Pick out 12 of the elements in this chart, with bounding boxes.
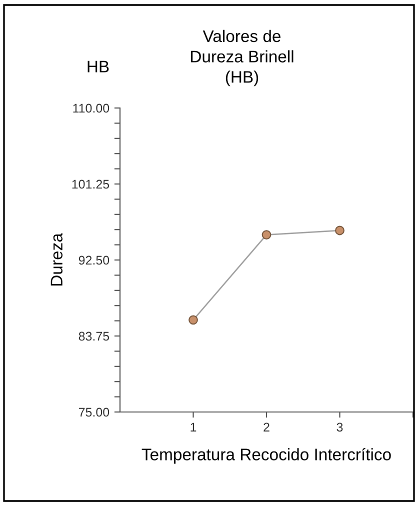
text: HB xyxy=(88,60,109,72)
x-tick-label: 2 xyxy=(264,422,270,432)
y-axis-title: Dureza xyxy=(50,233,63,286)
y-tick-label: 92.50 xyxy=(78,256,110,265)
y-tick-label: 101.25 xyxy=(72,180,110,189)
chart-title: Valores de Dureza Brinell (HB) xyxy=(191,30,294,86)
y-tick-label: 110.00 xyxy=(73,104,110,113)
y-tick-label: 83.75 xyxy=(78,332,110,341)
x-tick-label: 1 xyxy=(190,422,196,432)
x-tick-label: 3 xyxy=(336,422,343,432)
y-tick-label: 75.00 xyxy=(78,408,110,417)
x-axis-title: Temperatura Recocido Intercrítico xyxy=(142,448,391,464)
